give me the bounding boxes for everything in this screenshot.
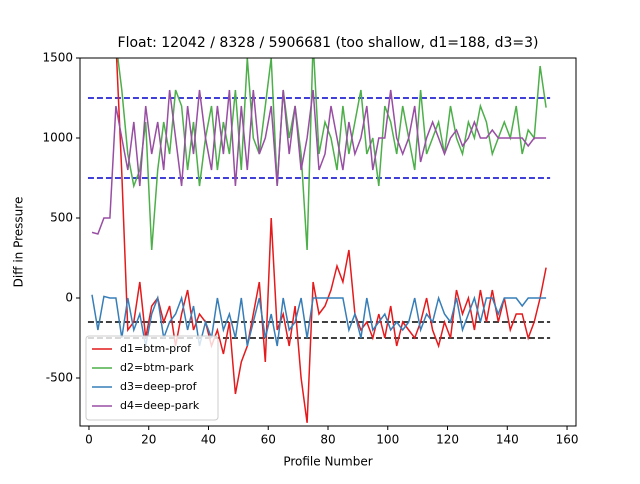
legend-box [85,335,219,421]
y-tick-label: -500 [46,371,73,385]
legend-label: d1=btm-prof [120,342,192,355]
y-tick-label: 500 [50,211,73,225]
legend-label: d2=btm-park [120,361,194,374]
data-line [91,294,547,347]
x-tick-label: 100 [376,433,399,447]
y-tick-label: 1000 [42,131,73,145]
x-tick-label: 140 [496,433,519,447]
x-tick-label: 20 [141,433,156,447]
chart-title: Float: 12042 / 8328 / 5906681 (too shall… [118,35,539,51]
legend-label: d3=deep-prof [120,380,198,393]
y-axis-label: Diff in Pressure [12,197,26,288]
x-tick-label: 80 [320,433,335,447]
legend-label: d4=deep-park [120,399,200,412]
data-line [91,89,547,235]
x-tick-label: 0 [85,433,93,447]
x-tick-label: 120 [436,433,459,447]
data-line [117,58,547,251]
x-tick-label: 60 [261,433,276,447]
y-tick-label: 0 [65,291,73,305]
y-tick-label: 1500 [42,51,73,65]
x-tick-label: 40 [201,433,216,447]
data-line [115,58,547,423]
x-tick-label: 160 [556,433,579,447]
legend: d1=btm-prof d2=btm-park d3=deep-prof d4=dee… [85,335,219,421]
x-axis-label: Profile Number [283,455,372,469]
